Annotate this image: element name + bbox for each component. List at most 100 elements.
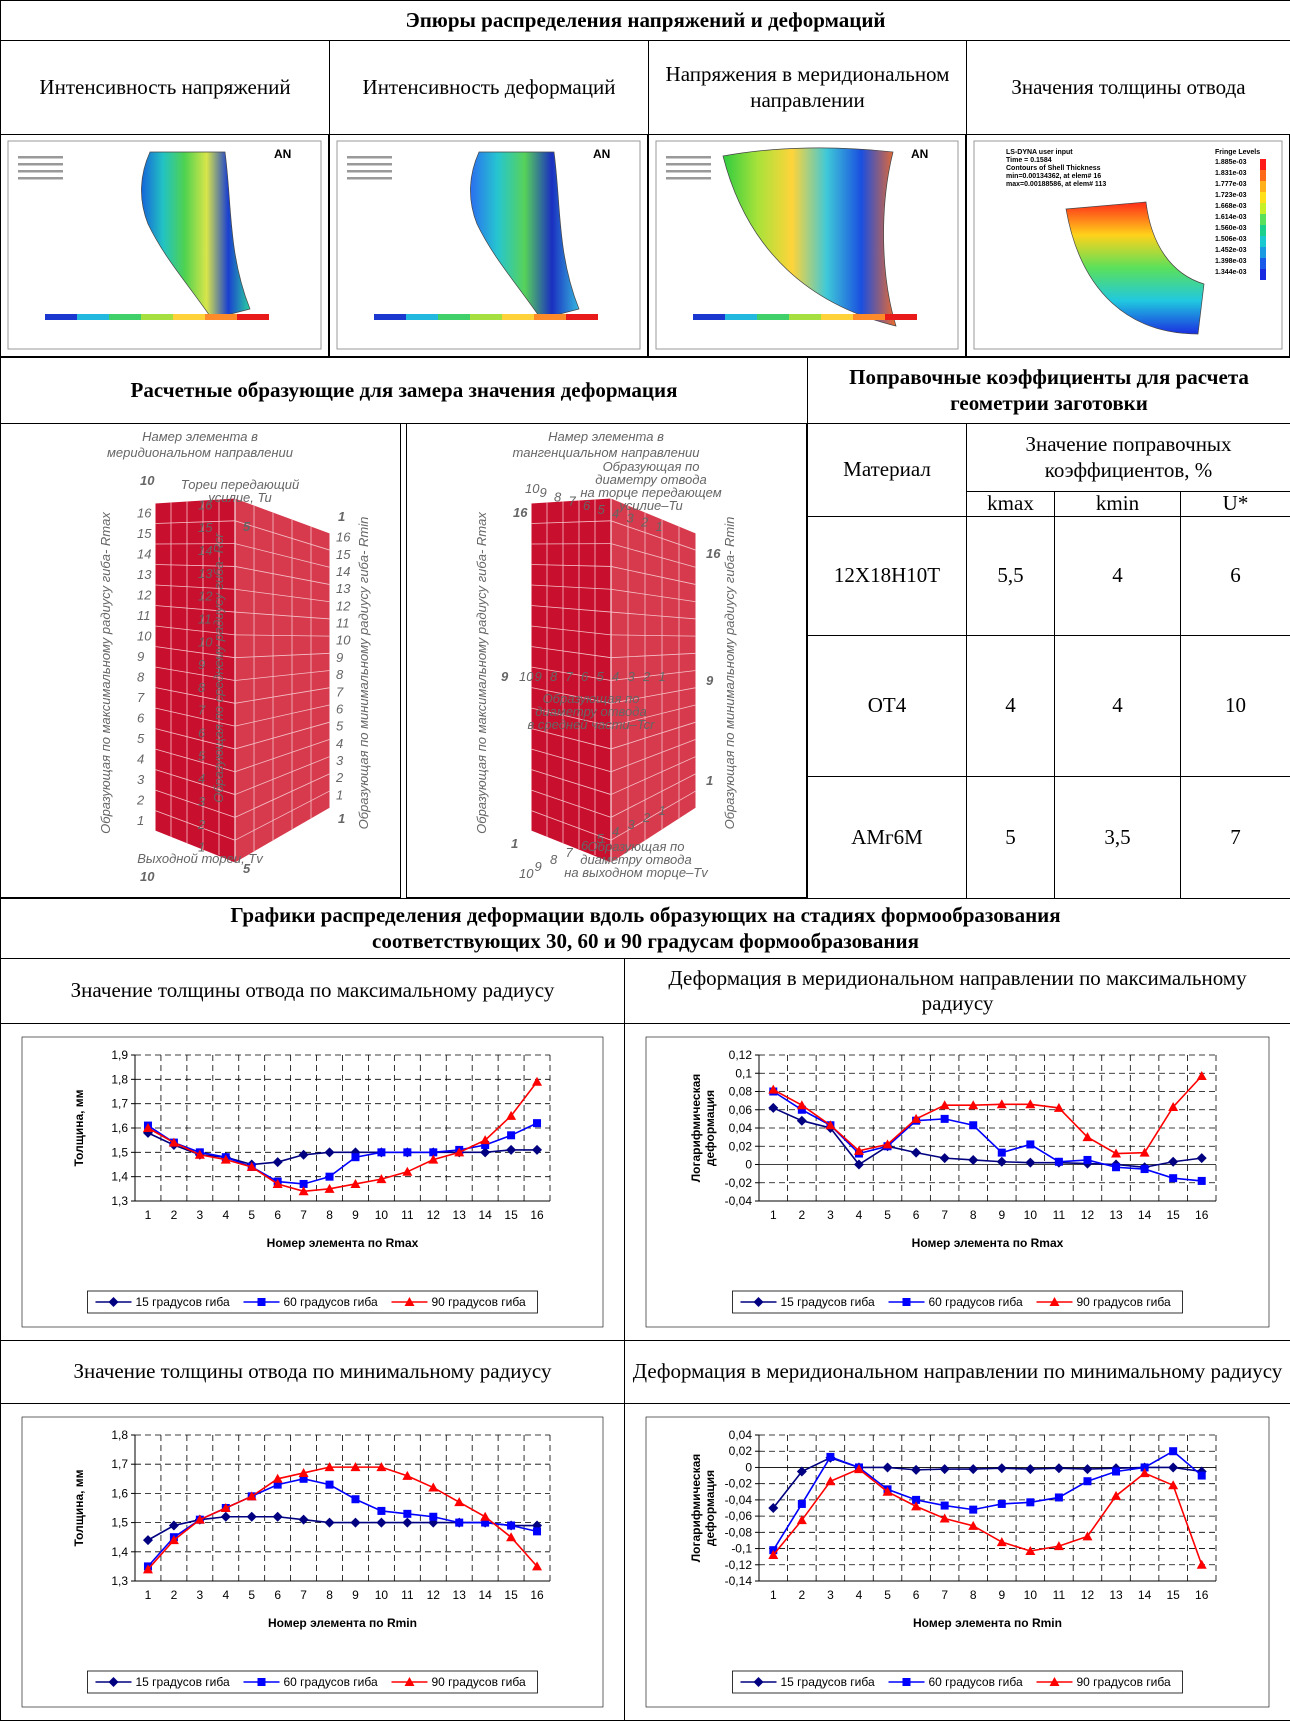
element-number: 14 [336, 564, 350, 579]
element-number: 9 [535, 859, 542, 874]
color-bar [237, 314, 269, 320]
text: 12Х18Н10Т [834, 563, 940, 588]
ansys-logo: AN [911, 147, 928, 161]
element-number: 6 [198, 726, 206, 741]
fringe-value: 1.506e-03 [1215, 236, 1247, 243]
element-number: 4 [336, 736, 343, 751]
fringe-value: 1.452e-03 [1215, 247, 1247, 254]
fringe-swatch [1260, 170, 1266, 181]
table-cell: 5,5 [966, 516, 1055, 636]
y-tick-label: -0,04 [725, 1194, 753, 1208]
x-tick-label: 9 [352, 1208, 359, 1222]
element-number: 3 [137, 772, 145, 787]
element-number: 4 [137, 751, 144, 766]
x-tick-label: 7 [941, 1588, 948, 1602]
marker [997, 1537, 1007, 1546]
side-face [611, 498, 696, 863]
table-cell: 5 [966, 776, 1055, 899]
side-number: 16 [513, 505, 528, 520]
color-bar [821, 314, 853, 320]
element-number: 3 [198, 794, 206, 809]
table-header: Материал [807, 423, 967, 517]
fringe-value: 1.885e-03 [1215, 159, 1247, 166]
element-number: 12 [336, 598, 351, 613]
x-tick-label: 3 [827, 1208, 834, 1222]
element-number: 8 [137, 669, 145, 684]
fem-image: LS-DYNA user inputTime = 0.1584Contours … [966, 134, 1290, 357]
element-number: 5 [137, 731, 145, 746]
legend-label: 90 градусов гиба [432, 1675, 526, 1689]
marker [911, 1465, 921, 1475]
element-number: 1 [659, 669, 666, 684]
y-tick-label: 1,5 [111, 1145, 128, 1159]
x-tick-label: 1 [145, 1208, 152, 1222]
color-bar [374, 314, 406, 320]
marker [940, 1464, 950, 1474]
x-tick-label: 8 [970, 1208, 977, 1222]
x-tick-label: 6 [913, 1588, 920, 1602]
y-tick-label: 0 [745, 1460, 752, 1474]
x-tick-label: 13 [1109, 1588, 1123, 1602]
x-tick-label: 14 [478, 1588, 492, 1602]
x-tick-label: 9 [352, 1588, 359, 1602]
section-title: Графики распределения деформации вдоль о… [0, 898, 1290, 959]
x-tick-label: 7 [941, 1208, 948, 1222]
table-cell: 4 [1054, 635, 1181, 777]
legend-label: 60 градусов гиба [929, 1295, 1023, 1309]
y-tick-label: -0,08 [725, 1525, 753, 1539]
ansys-logo: AN [593, 147, 610, 161]
element-number: 6 [581, 669, 589, 684]
legend-label: 90 градусов гиба [1077, 1295, 1171, 1309]
element-number: 10 [198, 634, 213, 649]
marker [997, 1463, 1007, 1473]
info-line [347, 170, 392, 173]
element-number: 12 [198, 589, 213, 604]
legend-label: 15 градусов гиба [136, 1295, 230, 1309]
section-title: Расчетные образующие для замера значения… [0, 357, 808, 424]
fringe-value: 1.560e-03 [1215, 225, 1247, 232]
color-bar [693, 314, 725, 320]
element-number: 7 [569, 494, 577, 509]
text: Поправочные коэффициенты для расчета гео… [814, 365, 1284, 415]
fringe-value: 1.398e-03 [1215, 258, 1247, 265]
side-number: 9 [501, 669, 509, 684]
x-tick-label: 9 [998, 1588, 1005, 1602]
y-tick-label: 0,02 [729, 1139, 753, 1153]
element-number: 1 [137, 813, 144, 828]
element-number: 9 [535, 669, 542, 684]
chart-area [22, 1417, 603, 1707]
x-tick-label: 12 [427, 1588, 441, 1602]
fem-image: AN [648, 134, 966, 357]
x-tick-label: 1 [770, 1588, 777, 1602]
marker [221, 1512, 231, 1522]
marker [941, 1115, 949, 1123]
y-tick-label: -0,06 [725, 1509, 753, 1523]
color-bar [438, 314, 470, 320]
x-tick-label: 4 [222, 1208, 229, 1222]
y-tick-label: 1,9 [111, 1048, 128, 1062]
x-tick-label: 15 [1166, 1208, 1180, 1222]
marker [798, 1500, 806, 1508]
text: Интенсивность напряжений [39, 75, 290, 100]
marker [1112, 1468, 1120, 1476]
color-bar [885, 314, 917, 320]
element-number: 5 [336, 719, 344, 734]
fringe-swatch [1260, 225, 1266, 236]
marker [1141, 1165, 1149, 1173]
fem-image: AN [329, 134, 648, 357]
marker [325, 1518, 335, 1528]
element-number: 2 [640, 515, 649, 530]
x-tick-label: 5 [248, 1588, 255, 1602]
fringe-swatch [1260, 192, 1266, 203]
marker [376, 1518, 386, 1528]
fringe-swatch [1260, 203, 1266, 214]
x-axis-label: Номер элемента по Rmax [912, 1236, 1064, 1250]
fem-info: max=0.00188586, at elem# 113 [1006, 181, 1106, 188]
marker [998, 1149, 1006, 1157]
info-line [347, 156, 392, 159]
y-tick-label: 0,08 [729, 1085, 753, 1099]
element-number: 7 [566, 845, 574, 860]
side-number: 16 [706, 546, 721, 561]
y-tick-label: 1,7 [111, 1097, 128, 1111]
marker [273, 1157, 283, 1167]
